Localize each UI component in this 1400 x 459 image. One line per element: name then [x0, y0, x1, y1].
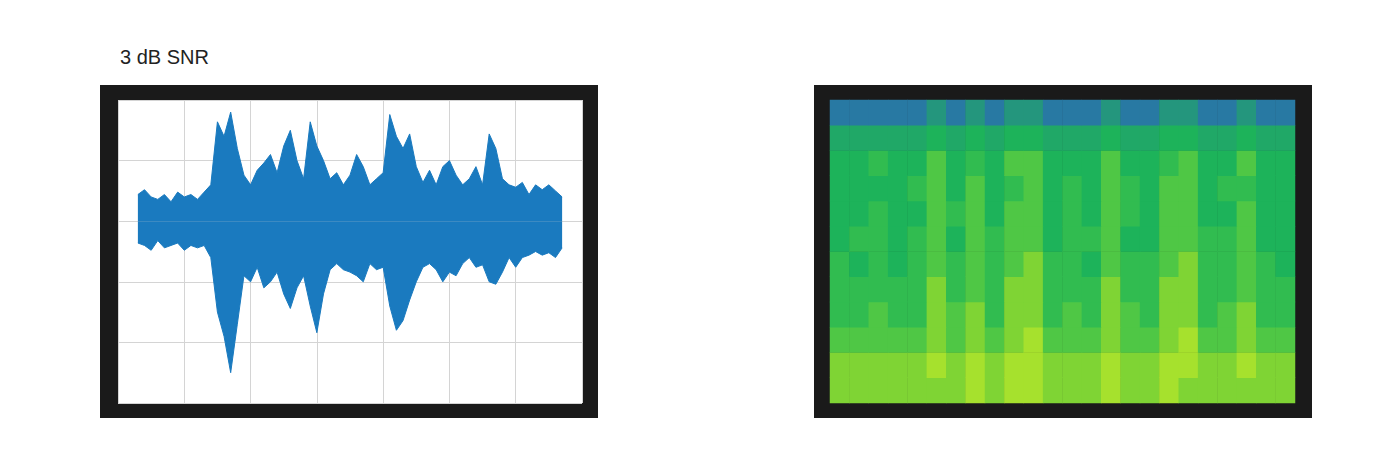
svg-text:3 dB SNR: 3 dB SNR — [120, 46, 209, 68]
